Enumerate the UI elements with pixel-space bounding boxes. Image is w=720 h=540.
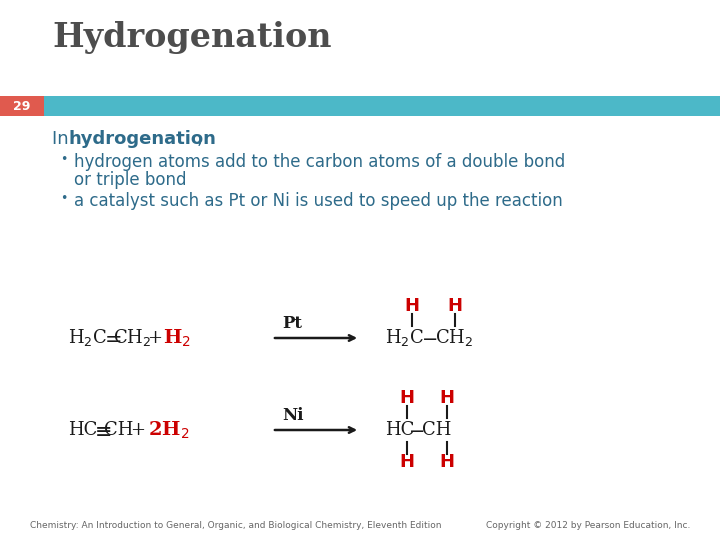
Bar [44,96,720,116]
Text: HC: HC [385,421,415,439]
Text: •: • [60,192,68,205]
Text: +: + [147,329,162,347]
Text: ,: , [197,130,203,148]
Text: Ni: Ni [282,408,304,424]
Text: H: H [439,389,454,407]
Text: $-$: $-$ [421,329,437,347]
Text: H$_2$: H$_2$ [163,327,191,349]
Text: CH: CH [104,421,133,439]
Text: H: H [400,453,415,471]
Bar [0,96,44,116]
Text: CH$_2$: CH$_2$ [435,327,473,348]
Text: CH$_2$: CH$_2$ [113,327,151,348]
Text: +: + [130,421,145,439]
Text: In: In [52,130,74,148]
Text: Copyright © 2012 by Pearson Education, Inc.: Copyright © 2012 by Pearson Education, I… [485,521,690,530]
Text: H$_2$C: H$_2$C [385,327,424,348]
Text: H$_2$C: H$_2$C [68,327,107,348]
Text: $-$: $-$ [408,421,424,439]
Text: Pt: Pt [282,315,302,333]
Text: Chemistry: An Introduction to General, Organic, and Biological Chemistry, Eleven: Chemistry: An Introduction to General, O… [30,521,441,530]
Text: a catalyst such as Pt or Ni is used to speed up the reaction: a catalyst such as Pt or Ni is used to s… [74,192,563,210]
Text: hydrogenation: hydrogenation [68,130,216,148]
Text: 2H$_2$: 2H$_2$ [148,420,189,441]
Text: H: H [439,453,454,471]
Text: H: H [400,389,415,407]
Text: H: H [448,297,462,315]
Text: CH: CH [422,421,451,439]
Text: $\equiv$: $\equiv$ [90,421,112,440]
Text: HC: HC [68,421,97,439]
Text: or triple bond: or triple bond [74,171,186,189]
Text: •: • [60,153,68,166]
Text: 29: 29 [13,99,31,112]
Text: H: H [405,297,420,315]
Text: $=$: $=$ [100,328,122,348]
Text: hydrogen atoms add to the carbon atoms of a double bond: hydrogen atoms add to the carbon atoms o… [74,153,565,171]
Text: Hydrogenation: Hydrogenation [52,22,331,55]
